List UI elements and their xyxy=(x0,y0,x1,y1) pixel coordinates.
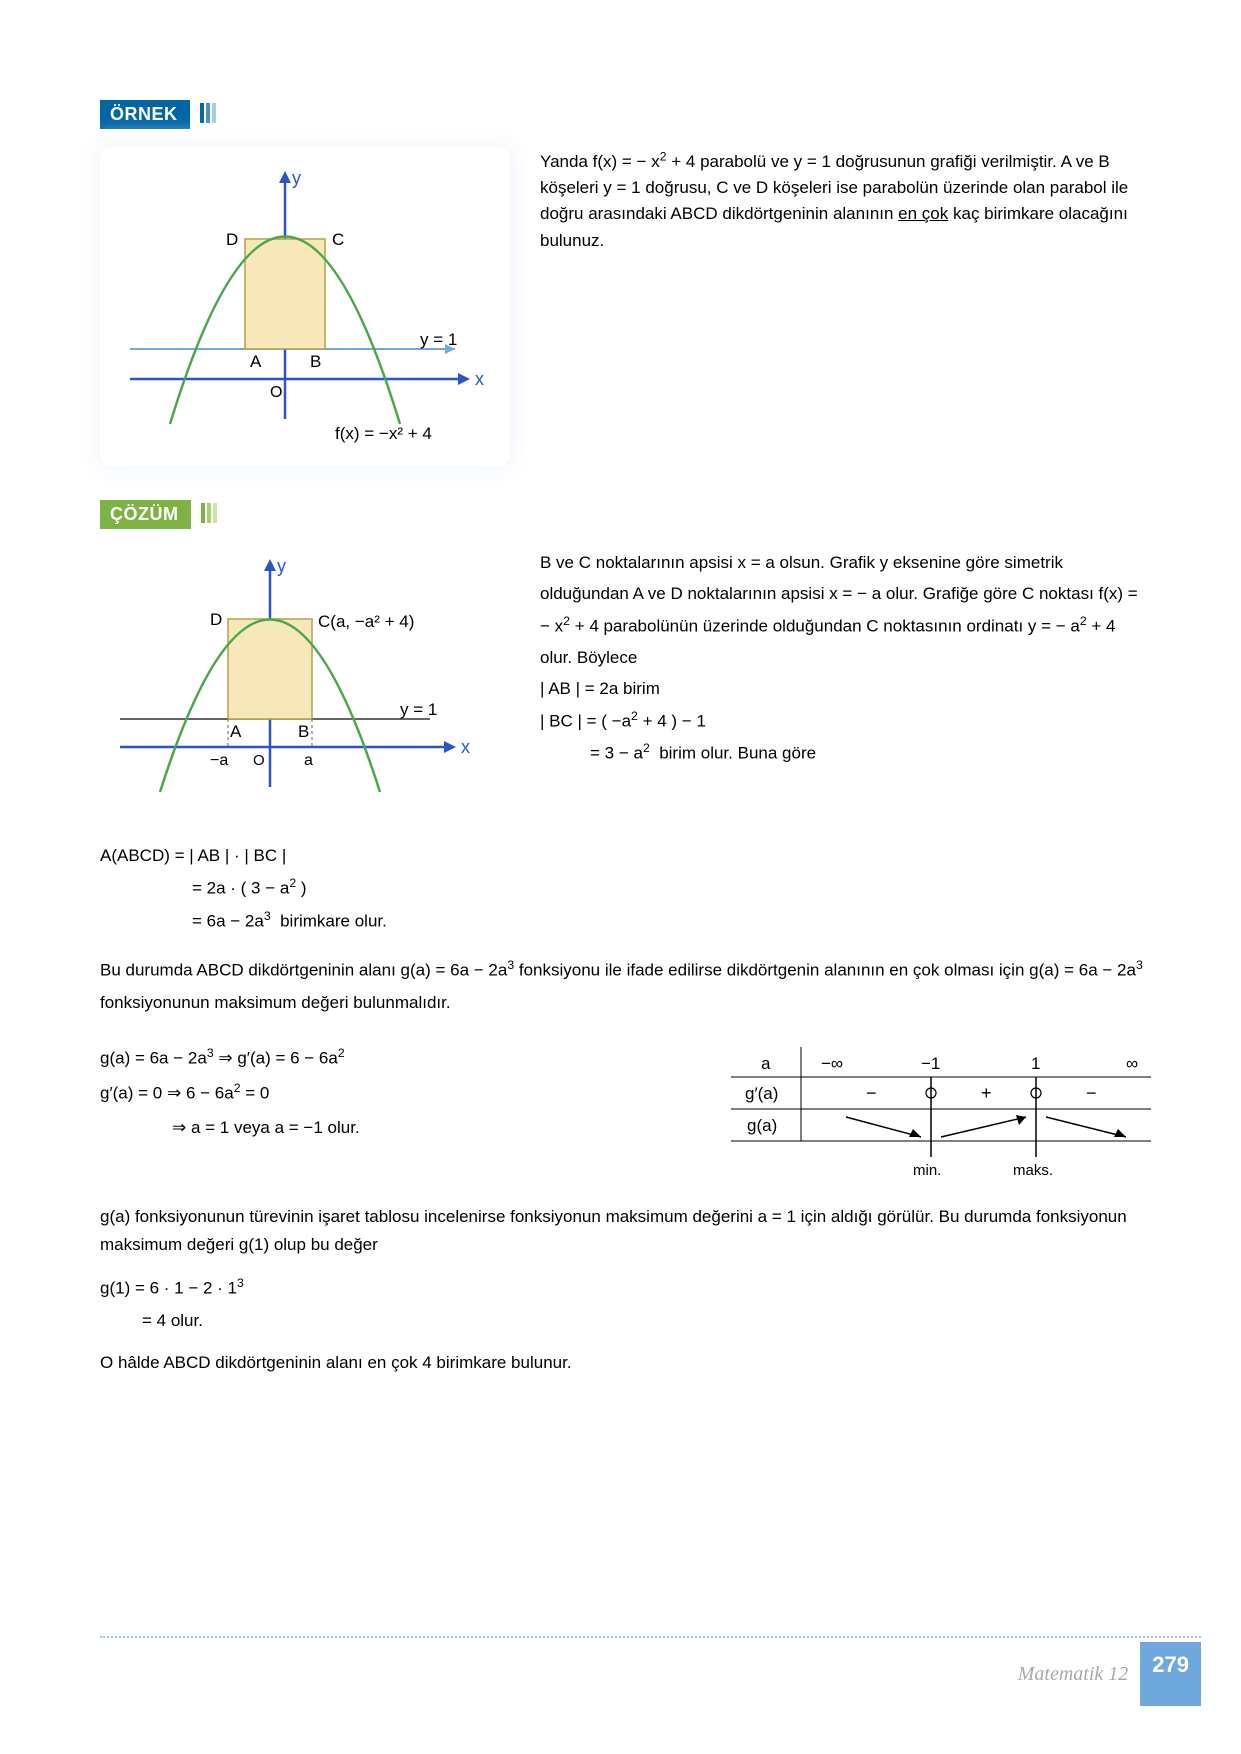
cozum-header: ÇÖZÜM xyxy=(100,500,1151,529)
svg-text:g(a): g(a) xyxy=(747,1116,777,1135)
g1-line1: g(1) = 6 · 1 − 2 · 13 xyxy=(100,1272,1151,1305)
svg-text:min.: min. xyxy=(913,1162,941,1179)
bc-eq1: | BC | = ( −a2 + 4 ) − 1 xyxy=(540,705,1151,737)
svg-text:a: a xyxy=(761,1054,771,1073)
area1: A(ABCD) = | AB | · | BC | xyxy=(100,840,1151,872)
g1-B: B xyxy=(310,352,321,371)
deriv-col: g(a) = 6a − 2a3 ⇒ g′(a) = 6 − 6a2 g′(a) … xyxy=(100,1041,701,1144)
footer-dots xyxy=(100,1636,1201,1638)
svg-text:−: − xyxy=(866,1083,877,1103)
ornek-badge: ÖRNEK xyxy=(100,100,190,129)
solution-graph: y x D C(a, −a² + 4) A B O −a a y = 1 xyxy=(100,547,510,822)
cozum-stripes xyxy=(199,503,217,528)
svg-text:−1: −1 xyxy=(921,1054,940,1073)
sol-p1: B ve C noktalarının apsisi x = a olsun. … xyxy=(540,547,1151,673)
svg-text:C(a, −a² + 4): C(a, −a² + 4) xyxy=(318,612,414,631)
svg-text:x: x xyxy=(461,737,470,757)
problem-graph: y x D C A B O y = 1 f(x) = −x² + 4 xyxy=(100,147,510,466)
g1-line2: = 4 olur. xyxy=(100,1305,1151,1337)
problem-text-col: Yanda f(x) = − x2 + 4 parabolü ve y = 1 … xyxy=(540,147,1151,466)
deriv3: ⇒ a = 1 veya a = −1 olur. xyxy=(100,1111,701,1145)
bc-eq2: = 3 − a2 birim olur. Buna göre xyxy=(540,737,1151,769)
final-line: O hâlde ABCD dikdörtgeninin alanı en çok… xyxy=(100,1353,1151,1373)
svg-text:B: B xyxy=(298,722,309,741)
svg-text:maks.: maks. xyxy=(1013,1162,1053,1179)
g1-y: y xyxy=(292,168,301,188)
ornek-stripes xyxy=(198,103,216,128)
parag3: g(a) fonksiyonunun türevinin işaret tabl… xyxy=(100,1203,1151,1257)
cozum-badge: ÇÖZÜM xyxy=(100,500,191,529)
deriv2: g′(a) = 0 ⇒ 6 − 6a2 = 0 xyxy=(100,1076,701,1111)
svg-text:y = 1: y = 1 xyxy=(400,700,437,719)
g1-O: O xyxy=(270,384,282,401)
deriv-row: g(a) = 6a − 2a3 ⇒ g′(a) = 6 − 6a2 g′(a) … xyxy=(100,1041,1151,1187)
solution-row: y x D C(a, −a² + 4) A B O −a a y = 1 B v… xyxy=(100,547,1151,822)
solution-text: B ve C noktalarının apsisi x = a olsun. … xyxy=(540,547,1151,822)
g1-D: D xyxy=(226,230,238,249)
svg-text:−a: −a xyxy=(210,752,228,769)
svg-text:−∞: −∞ xyxy=(821,1054,843,1073)
graph2-svg: y x D C(a, −a² + 4) A B O −a a y = 1 xyxy=(100,547,500,817)
svg-text:1: 1 xyxy=(1031,1054,1040,1073)
svg-text:D: D xyxy=(210,610,222,629)
deriv1: g(a) = 6a − 2a3 ⇒ g′(a) = 6 − 6a2 xyxy=(100,1041,701,1076)
svg-text:∞: ∞ xyxy=(1126,1054,1138,1073)
graph1-svg: y x D C A B O y = 1 f(x) = −x² + 4 xyxy=(110,159,500,449)
g1-x: x xyxy=(475,369,484,389)
svg-text:+: + xyxy=(981,1083,992,1103)
area3: = 6a − 2a3 birimkare olur. xyxy=(100,905,1151,938)
area2: = 2a · ( 3 − a2 ) xyxy=(100,872,1151,905)
g1-C: C xyxy=(332,230,344,249)
svg-text:−: − xyxy=(1086,1083,1097,1103)
g1-A: A xyxy=(250,352,262,371)
svg-text:A: A xyxy=(230,722,242,741)
sign-table: a −∞ −1 1 ∞ g′(a) − + − g(a) min. xyxy=(731,1047,1151,1187)
problem-row: y x D C A B O y = 1 f(x) = −x² + 4 Yanda… xyxy=(100,147,1151,466)
g1-block: g(1) = 6 · 1 − 2 · 13 = 4 olur. xyxy=(100,1272,1151,1337)
ab-eq: | AB | = 2a birim xyxy=(540,673,1151,704)
book-title: Matematik 12 xyxy=(1018,1663,1129,1686)
g1-line-label: y = 1 xyxy=(420,330,457,349)
problem-text-part1: Yanda f(x) = − x2 + 4 parabolü ve y = 1 … xyxy=(540,152,1128,250)
parag2: Bu durumda ABCD dikdörtgeninin alanı g(a… xyxy=(100,954,1151,1019)
page-number: 279 xyxy=(1140,1642,1201,1706)
svg-text:g′(a): g′(a) xyxy=(745,1084,778,1103)
svg-text:O: O xyxy=(253,752,265,769)
g1-fx: f(x) = −x² + 4 xyxy=(335,424,432,443)
ornek-header: ÖRNEK xyxy=(100,100,1151,129)
svg-text:y: y xyxy=(277,556,286,576)
area-block: A(ABCD) = | AB | · | BC | = 2a · ( 3 − a… xyxy=(100,840,1151,938)
page-footer: Matematik 12 279 xyxy=(0,1636,1241,1706)
underline-word: en çok xyxy=(898,204,948,223)
svg-text:a: a xyxy=(304,752,313,769)
